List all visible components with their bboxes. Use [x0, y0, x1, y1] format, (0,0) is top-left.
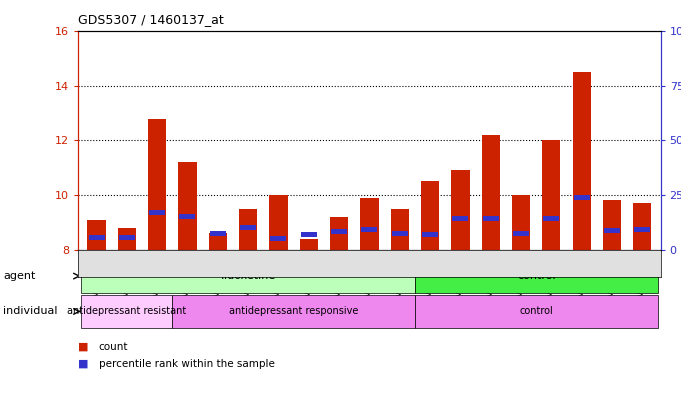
Bar	[542, 140, 560, 250]
Text: antidepressant responsive: antidepressant responsive	[229, 307, 358, 316]
Bar	[118, 228, 136, 250]
Bar	[633, 203, 652, 250]
Bar	[301, 232, 317, 237]
Text: control: control	[520, 307, 553, 316]
Bar	[172, 295, 415, 328]
Text: ■: ■	[78, 358, 89, 369]
Bar	[635, 227, 650, 231]
Text: GDS5307 / 1460137_at: GDS5307 / 1460137_at	[78, 13, 224, 26]
Bar	[89, 235, 104, 240]
Bar	[452, 171, 469, 250]
Bar	[270, 236, 287, 241]
Text: agent: agent	[3, 271, 36, 281]
Bar	[149, 210, 165, 215]
Bar	[452, 216, 469, 220]
Bar	[180, 215, 195, 219]
Bar	[270, 195, 287, 250]
Text: fluoxetine: fluoxetine	[221, 271, 276, 281]
Bar	[483, 216, 498, 220]
Text: antidepressant resistant: antidepressant resistant	[67, 307, 187, 316]
Bar	[148, 119, 166, 250]
Text: count: count	[99, 342, 128, 352]
Bar	[573, 72, 591, 250]
Bar	[603, 200, 621, 250]
Bar	[604, 228, 620, 233]
Bar	[392, 231, 408, 236]
Bar	[210, 231, 226, 236]
Bar	[81, 295, 172, 328]
Bar	[300, 239, 318, 250]
Bar	[118, 235, 135, 240]
Bar	[331, 230, 347, 234]
Text: ■: ■	[78, 342, 89, 352]
Bar	[362, 227, 377, 231]
Bar	[208, 233, 227, 250]
Bar	[543, 216, 559, 220]
Bar	[421, 182, 439, 250]
Bar	[360, 198, 379, 250]
Text: control: control	[517, 271, 556, 281]
Bar	[178, 162, 197, 250]
Bar	[422, 232, 438, 237]
Bar	[239, 209, 257, 250]
Bar	[513, 231, 529, 236]
Bar	[87, 220, 106, 250]
Bar	[481, 135, 500, 250]
Bar	[573, 195, 590, 200]
Bar	[240, 225, 256, 230]
Bar	[415, 259, 658, 293]
Text: individual: individual	[3, 306, 58, 316]
Bar	[81, 259, 415, 293]
Bar	[391, 209, 409, 250]
Bar	[330, 217, 348, 250]
Text: percentile rank within the sample: percentile rank within the sample	[99, 358, 274, 369]
Bar	[512, 195, 530, 250]
Bar	[415, 295, 658, 328]
